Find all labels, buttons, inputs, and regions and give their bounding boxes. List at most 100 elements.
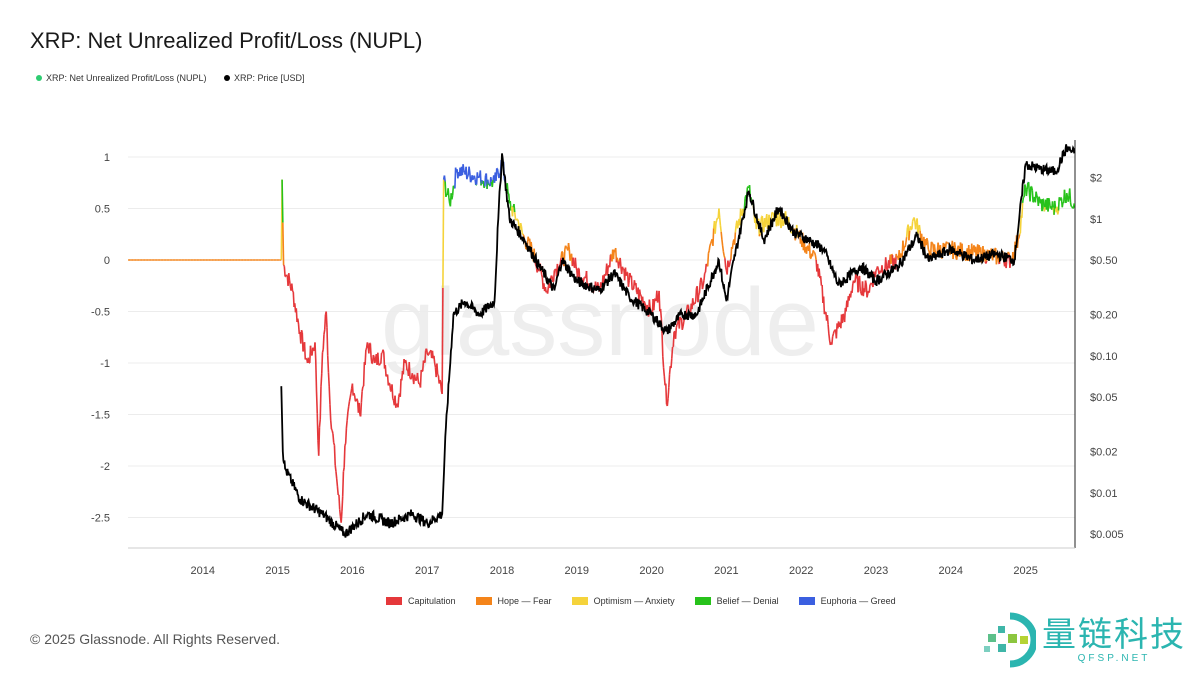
nupl-segment [443,175,446,182]
zone-legend-item[interactable]: Belief — Denial [694,596,779,606]
nupl-segment [1065,192,1069,198]
nupl-segment [604,272,607,276]
nupl-segment [911,218,915,222]
nupl-segment [697,294,700,303]
nupl-segment [307,357,310,364]
nupl-segment [300,329,304,333]
nupl-segment [433,355,436,364]
nupl-segment [1021,197,1025,203]
nupl-segment [341,471,345,497]
brand-domain: QFSP.NET [1077,652,1151,664]
nupl-segment [483,185,486,189]
y-left-tick-label: 0.5 [95,204,110,216]
nupl-segment [1025,189,1028,197]
nupl-segment [709,240,713,244]
y-left-tick-label: -2 [100,461,110,473]
nupl-segment [864,280,868,285]
y-right-tick-label: $0.02 [1090,447,1118,459]
nupl-segment [812,249,815,253]
legend-item-price[interactable]: XRP: Price [USD] [224,73,305,83]
nupl-segment [676,322,679,325]
nupl-segment [667,387,670,399]
x-tick-label: 2014 [191,565,215,577]
nupl-segment [317,427,321,456]
nupl-segment [422,360,425,363]
nupl-segment [1022,196,1025,199]
nupl-segment [345,420,348,429]
nupl-segment [905,227,909,238]
nupl-segment [413,374,417,379]
y-left-tick-label: -1 [100,358,110,370]
nupl-segment [703,273,706,281]
nupl-segment [330,428,333,431]
nupl-segment [899,253,903,258]
nupl-segment [599,282,603,286]
nupl-segment [656,299,660,303]
y-right-tick-label: $1 [1090,214,1102,226]
nupl-segment [708,245,711,251]
nupl-segment [1056,210,1060,215]
nupl-segment [814,255,817,261]
nupl-segment [520,226,523,233]
nupl-segment [325,311,328,328]
nupl-segment [472,177,475,181]
nupl-segment [1069,202,1073,207]
nupl-segment [933,244,936,251]
nupl-segment [360,391,363,403]
nupl-segment [392,398,395,401]
legend-dot [36,75,42,81]
x-tick-label: 2024 [939,565,963,577]
nupl-segment [441,287,444,394]
nupl-segment [353,395,357,402]
zone-label: Optimism — Anxiety [593,596,675,606]
nupl-segment [319,386,322,420]
nupl-segment [368,343,371,354]
nupl-segment [908,230,911,241]
nupl-segment [904,242,907,248]
nupl-segment [519,222,523,227]
nupl-segment [334,465,337,472]
zone-legend-item[interactable]: Euphoria — Greed [798,596,896,606]
nupl-segment [780,224,783,229]
nupl-segment [314,342,317,361]
nupl-segment [551,276,554,283]
nupl-segment [868,284,871,293]
nupl-segment [929,241,933,258]
nupl-segment [1029,186,1032,202]
nupl-segment [312,347,315,350]
legend-item-nupl[interactable]: XRP: Net Unrealized Profit/Loss (NUPL) [36,73,207,83]
zone-legend-item[interactable]: Capitulation [386,596,456,606]
nupl-segment [1072,203,1076,209]
nupl-segment [858,275,862,292]
brand-logo: 量链科技 QFSP.NET [980,612,1186,668]
nupl-segment [439,382,443,391]
nupl-segment [326,327,329,356]
zone-legend-item[interactable]: Optimism — Anxiety [571,596,675,606]
nupl-segment [329,404,332,421]
nupl-segment [561,250,564,253]
nupl-segment [427,351,431,356]
nupl-segment [569,257,572,261]
nupl-segment [736,223,740,229]
nupl-segment [709,243,712,246]
zone-legend-item[interactable]: Hope — Fear [475,596,552,606]
nupl-segment [288,280,292,287]
nupl-segment [931,242,934,245]
brand-logo-icon [984,612,1036,668]
nupl-segment [926,241,930,250]
nupl-segment [827,324,830,334]
x-tick-label: 2019 [565,565,589,577]
nupl-segment [575,266,578,271]
x-tick-label: 2025 [1013,565,1037,577]
nupl-segment [550,275,553,278]
nupl-segment [668,374,671,388]
nupl-segment [370,356,373,364]
nupl-segment [723,255,726,259]
x-tick-label: 2015 [265,565,289,577]
nupl-segment [361,386,364,392]
nupl-segment [320,352,324,374]
nupl-segment [511,207,515,217]
nupl-segment [474,179,477,186]
y-right-tick-label: $2 [1090,173,1102,185]
nupl-segment [782,222,785,227]
